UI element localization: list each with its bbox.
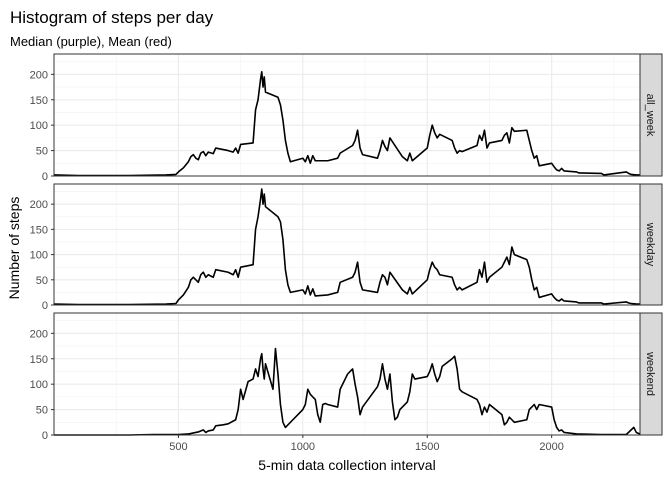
x-axis-title: 5-min data collection interval — [258, 457, 435, 473]
x-axis: 500 1000 1500 2000 — [169, 435, 564, 453]
x-tick-label: 1500 — [415, 441, 439, 453]
facet-strip — [639, 53, 663, 177]
y-tick-label: 150 — [30, 354, 48, 366]
facet-strip-label: all_week — [644, 94, 656, 137]
facet-strip — [639, 312, 663, 436]
y-tick-label: 0 — [42, 430, 48, 442]
x-tick-label: 500 — [169, 441, 187, 453]
y-tick-label: 100 — [30, 120, 48, 132]
facet-panel-weekday: 0 50 100 150 200 weekday — [30, 183, 663, 312]
y-tick-label: 200 — [30, 328, 48, 340]
series-line-weekend — [54, 347, 641, 436]
series-line-all_week — [53, 70, 640, 177]
chart-title: Histogram of steps per day — [10, 8, 214, 27]
y-tick-label: 0 — [42, 300, 48, 312]
y-tick-label: 150 — [30, 224, 48, 236]
y-tick-label: 50 — [36, 405, 48, 417]
y-tick-label: 200 — [30, 69, 48, 81]
facet-panels: 050100150200all_week050100150200weekday0… — [30, 53, 663, 442]
facet-panel-all_week: 0 50 100 150 200 all_week — [30, 53, 663, 183]
x-tick-label: 1000 — [291, 441, 315, 453]
facet-strip-label: weekend — [644, 351, 656, 396]
y-tick-label: 100 — [30, 379, 48, 391]
y-tick-label: 0 — [42, 171, 48, 183]
y-tick-label: 100 — [30, 250, 48, 262]
y-tick-label: 50 — [36, 146, 48, 158]
facet-panel-weekend: 0 50 100 150 200 weekend — [30, 312, 663, 442]
y-tick-label: 200 — [30, 199, 48, 211]
y-tick-label: 50 — [36, 275, 48, 287]
facet-strip-label: weekday — [644, 222, 656, 267]
x-tick-label: 2000 — [539, 441, 563, 453]
y-axis-title: Number of steps — [6, 197, 22, 300]
y-tick-label: 150 — [30, 95, 48, 107]
chart-subtitle: Median (purple), Mean (red) — [10, 34, 172, 49]
facet-strip — [639, 183, 663, 306]
series-line-weekday — [53, 188, 640, 306]
